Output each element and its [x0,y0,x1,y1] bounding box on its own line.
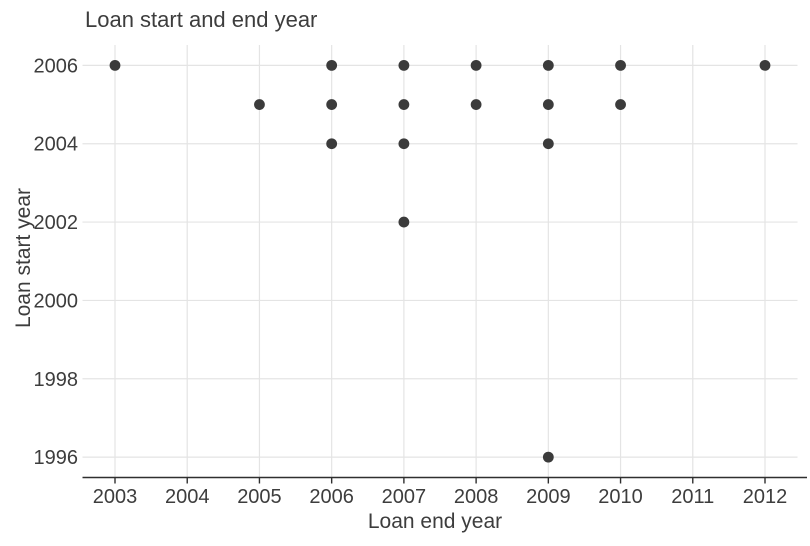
y-tick-label-2006: 2006 [34,55,79,77]
x-tick-label-2010: 2010 [598,486,643,508]
chart-title: Loan start and end year [85,7,317,32]
x-tick-label-2008: 2008 [454,486,499,508]
data-points [109,59,771,463]
x-tick-label-2009: 2009 [526,486,571,508]
data-point [326,138,338,150]
data-point [759,59,771,71]
y-axis-title: Loan start year [12,188,35,328]
data-point [254,99,265,110]
data-point [398,216,410,228]
data-point [398,99,410,110]
x-tick-label-2003: 2003 [93,486,138,508]
y-tick-label-2004: 2004 [34,134,79,156]
x-tick-label-2005: 2005 [237,486,282,508]
data-point [470,59,482,71]
data-point [542,99,554,110]
data-point [615,99,626,110]
tick-labels: 2003 2004 2005 2006 2007 2008 2009 2010 2011 2012… [34,55,788,508]
y-tick-label-2000: 2000 [34,290,79,312]
x-axis [82,476,807,484]
y-tick-label-1998: 1998 [34,369,79,391]
data-point [542,59,554,71]
gridlines [82,45,798,478]
data-point [326,59,338,71]
data-point [398,59,410,71]
y-tick-label-2002: 2002 [34,212,79,234]
data-point [109,59,121,71]
data-point [470,99,482,110]
x-axis-title: Loan end year [368,510,502,533]
x-tick-label-2004: 2004 [165,486,210,508]
x-tick-label-2007: 2007 [382,486,427,508]
data-point [326,99,338,110]
y-tick-label-1996: 1996 [34,447,79,469]
x-tick-label-2011: 2011 [671,486,714,508]
data-point [542,451,554,463]
data-point [542,138,554,150]
data-point [615,59,626,71]
x-tick-label-2006: 2006 [309,486,354,508]
x-tick-label-2012: 2012 [743,486,788,508]
data-point [398,138,410,150]
